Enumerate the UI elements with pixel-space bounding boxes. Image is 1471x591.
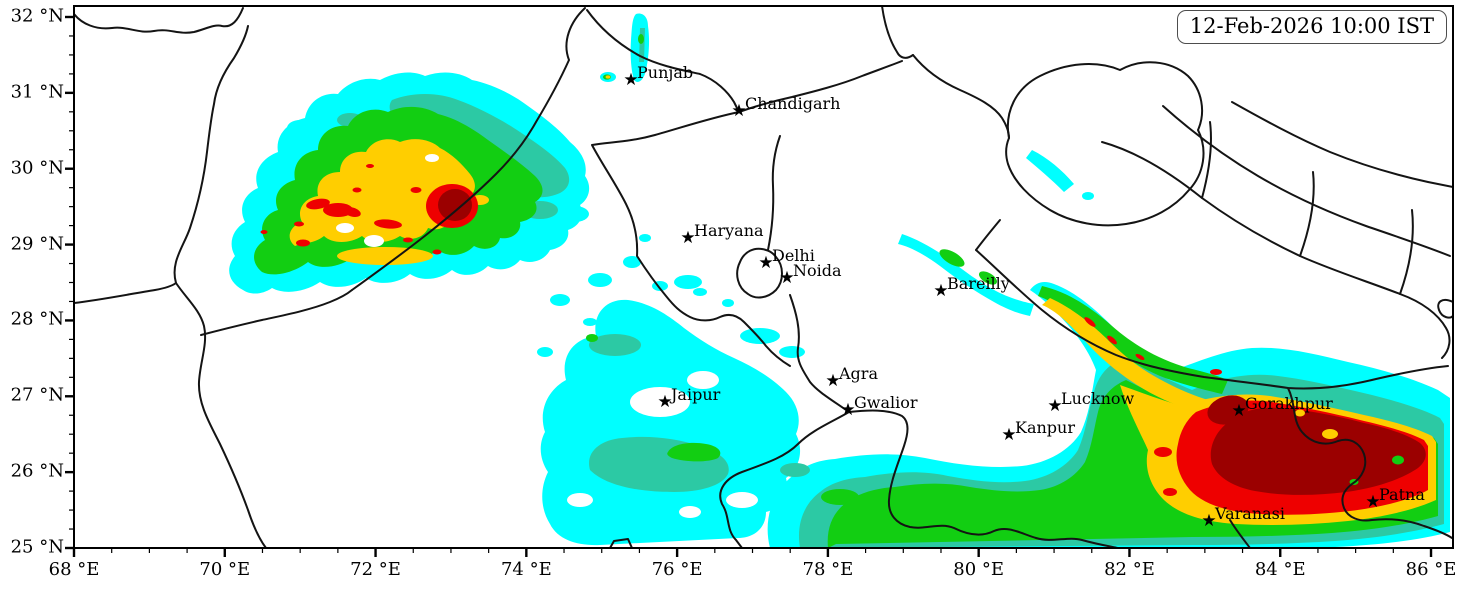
star-icon: ★ xyxy=(1365,492,1381,513)
star-icon: ★ xyxy=(657,392,673,413)
boundary-nepal-border xyxy=(975,249,1449,390)
x-tick-label: 82 °E xyxy=(1104,559,1155,580)
star-icon: ★ xyxy=(840,400,856,421)
y-tick-label: 26 °N xyxy=(10,460,64,482)
y-tick-label: 32 °N xyxy=(10,5,64,27)
star-icon: ★ xyxy=(758,253,774,274)
boundary-himachal xyxy=(738,60,903,113)
plot-frame xyxy=(73,5,1454,549)
axis-tick-marks xyxy=(65,15,1433,557)
x-tick-label: 68 °E xyxy=(48,559,100,580)
city-label: Jaipur xyxy=(671,385,721,404)
x-tick-label: 86 °E xyxy=(1405,559,1457,580)
city-label: Kanpur xyxy=(1015,418,1075,437)
boundary-nepal-mesh-5 xyxy=(1299,171,1315,257)
boundary-punjab-haryana xyxy=(591,111,791,367)
boundary-nepal-mesh-6 xyxy=(1399,209,1414,295)
y-tick-label: 31 °N xyxy=(10,81,64,103)
star-icon: ★ xyxy=(623,70,639,91)
boundary-nepal-mesh-1 xyxy=(1101,141,1451,359)
timestamp-box: 12-Feb-2026 10:00 IST xyxy=(1176,10,1447,44)
boundary-nepal-mesh-3 xyxy=(1231,101,1453,188)
city-label: Lucknow xyxy=(1061,389,1135,408)
city-label: Punjab xyxy=(637,63,694,82)
x-tick-label: 70 °E xyxy=(199,559,251,580)
star-icon: ★ xyxy=(680,228,696,249)
boundary-junction-east xyxy=(200,289,353,336)
boundary-yamuna xyxy=(789,294,850,413)
boundary-top-entry xyxy=(881,6,914,59)
city-label: Patna xyxy=(1379,485,1425,504)
boundary-himachal-uk xyxy=(912,54,1010,139)
boundary-west-north xyxy=(173,25,249,284)
x-tick-label: 80 °E xyxy=(953,559,1005,580)
x-tick-label: 76 °E xyxy=(651,559,703,580)
boundary-delhi-north xyxy=(767,135,781,251)
boundary-up-bihar xyxy=(1287,387,1453,539)
city-label: Noida xyxy=(793,261,842,280)
star-icon: ★ xyxy=(731,101,747,122)
x-tick-label: 74 °E xyxy=(500,559,552,580)
contour-layers xyxy=(229,13,1450,548)
boundary-uk-up xyxy=(975,219,1001,251)
city-label: Varanasi xyxy=(1215,504,1285,523)
boundary-pak-punjab xyxy=(351,7,586,291)
city-label: Haryana xyxy=(694,221,764,240)
city-label: Bareilly xyxy=(947,274,1010,293)
city-label: Chandigarh xyxy=(745,94,841,113)
boundary-bottom-bump xyxy=(609,538,633,548)
boundary-topleft-squiggle xyxy=(74,7,244,34)
star-icon: ★ xyxy=(1201,511,1217,532)
star-icon: ★ xyxy=(933,281,949,302)
punjab-holes xyxy=(336,154,439,247)
city-label: Delhi xyxy=(772,246,815,265)
boundary-west-south xyxy=(175,282,267,548)
boundary-varanasi-south xyxy=(1229,519,1251,548)
boundary-up-mp xyxy=(848,409,1119,548)
x-tick-label: 84 °E xyxy=(1254,559,1306,580)
boundary-delhi xyxy=(736,247,783,299)
speckle-holes xyxy=(567,371,758,518)
timestamp-text: 12-Feb-2026 10:00 IST xyxy=(1189,14,1434,38)
boundary-nepal-mesh-2 xyxy=(1162,105,1451,257)
y-tick-label: 30 °N xyxy=(10,157,64,179)
city-label: Gwalior xyxy=(854,393,918,412)
boundary-west-branch xyxy=(74,282,177,304)
state-boundaries xyxy=(74,6,1453,548)
y-tick-label: 29 °N xyxy=(10,233,64,255)
star-icon: ★ xyxy=(1001,425,1017,446)
x-tick-label: 78 °E xyxy=(802,559,854,580)
city-label: Gorakhpur xyxy=(1245,394,1333,413)
y-tick-label: 27 °N xyxy=(10,384,64,406)
boundary-raj-mp xyxy=(719,411,850,548)
x-tick-label: 72 °E xyxy=(350,559,401,580)
boundary-punjab-top xyxy=(586,9,740,113)
star-icon: ★ xyxy=(1231,401,1247,422)
boundary-uttarakhand xyxy=(1005,61,1205,227)
star-icon: ★ xyxy=(825,371,841,392)
star-icon: ★ xyxy=(1047,396,1063,417)
city-label: Agra xyxy=(839,364,878,383)
y-tick-label: 28 °N xyxy=(10,308,64,330)
contour-level-6 xyxy=(438,189,1426,495)
y-tick-label: 25 °N xyxy=(10,536,64,558)
boundary-nepal-mesh-4 xyxy=(1201,121,1213,199)
boundary-right-notch xyxy=(1437,299,1453,319)
star-icon: ★ xyxy=(779,268,795,289)
